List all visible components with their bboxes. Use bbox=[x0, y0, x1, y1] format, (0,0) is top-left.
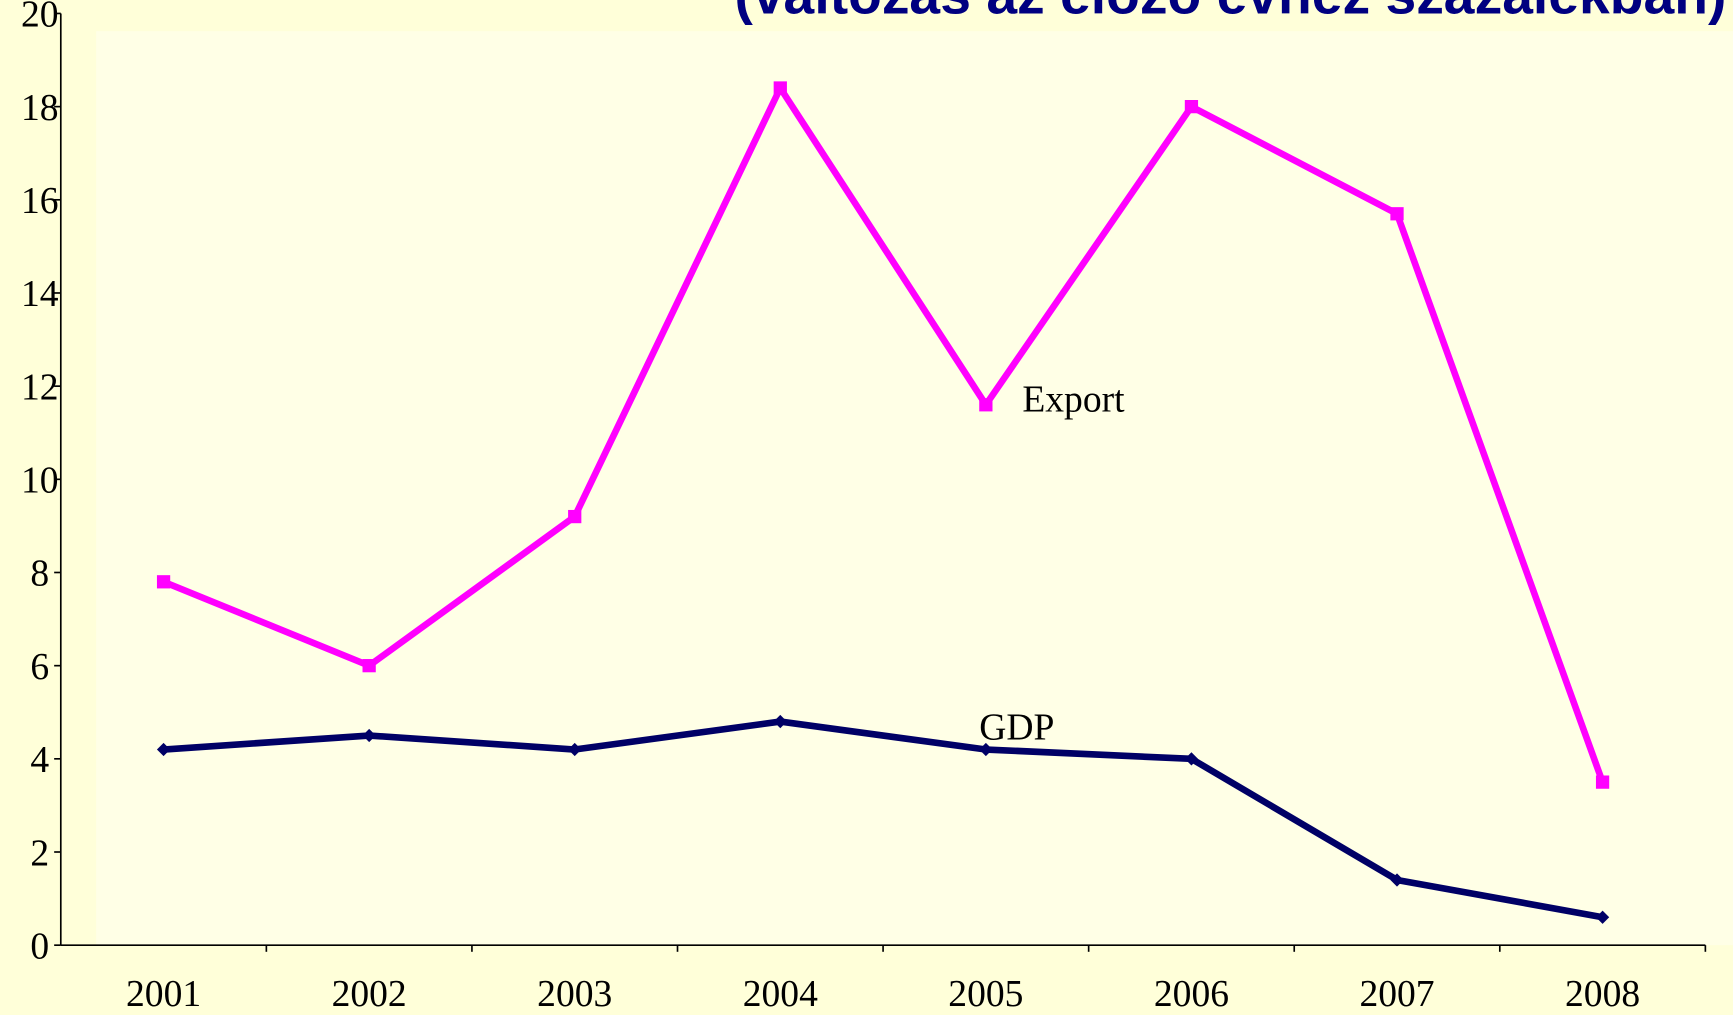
x-tick-label: 2001 bbox=[126, 974, 201, 1015]
x-tick-label: 2005 bbox=[948, 974, 1023, 1015]
x-tick-label: 2004 bbox=[743, 974, 818, 1015]
marker bbox=[362, 659, 376, 673]
y-tick-label: 4 bbox=[30, 740, 49, 781]
plot-area bbox=[96, 31, 1733, 946]
y-tick-label: 16 bbox=[21, 181, 59, 222]
marker bbox=[1184, 100, 1199, 114]
y-tick-label: 6 bbox=[30, 647, 49, 688]
series-label: Export bbox=[1022, 379, 1125, 420]
marker bbox=[773, 81, 787, 95]
marker bbox=[1390, 207, 1404, 221]
chart-title: (változás az előző évhez százalékban) bbox=[735, 0, 1727, 25]
marker bbox=[1595, 910, 1610, 924]
y-tick-label: 8 bbox=[30, 554, 49, 595]
x-tick-label: 2003 bbox=[537, 974, 612, 1015]
x-tick-label: 2002 bbox=[332, 974, 407, 1015]
marker bbox=[979, 398, 993, 412]
y-tick-label: 12 bbox=[21, 367, 59, 408]
y-tick-label: 10 bbox=[21, 461, 59, 502]
y-tick-label: 14 bbox=[21, 274, 59, 315]
marker bbox=[568, 509, 582, 524]
y-tick-label: 20 bbox=[21, 0, 59, 36]
marker bbox=[156, 575, 171, 589]
x-tick-label: 2007 bbox=[1359, 974, 1434, 1015]
y-tick-label: 0 bbox=[30, 926, 49, 967]
series-label: GDP bbox=[979, 708, 1054, 749]
series-line bbox=[163, 718, 1604, 921]
marker bbox=[1390, 873, 1404, 887]
marker bbox=[1184, 752, 1199, 766]
series-line bbox=[162, 84, 1606, 784]
y-tick-label: 2 bbox=[30, 833, 49, 874]
x-tick-label: 2008 bbox=[1565, 974, 1640, 1015]
y-tick-label: 18 bbox=[21, 88, 59, 129]
x-tick-label: 2006 bbox=[1154, 974, 1229, 1015]
marker bbox=[1595, 775, 1610, 789]
